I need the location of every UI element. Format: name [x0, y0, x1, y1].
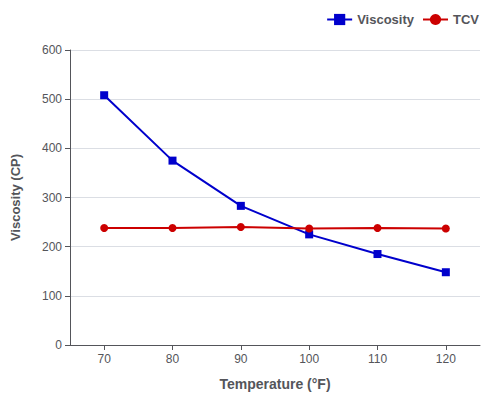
- svg-text:Viscosity (CP): Viscosity (CP): [8, 154, 23, 241]
- svg-text:TCV: TCV: [453, 12, 479, 27]
- svg-text:200: 200: [42, 240, 62, 254]
- svg-text:500: 500: [42, 92, 62, 106]
- svg-text:80: 80: [166, 352, 180, 366]
- svg-text:0: 0: [55, 338, 62, 352]
- svg-text:110: 110: [368, 352, 387, 366]
- svg-text:120: 120: [436, 352, 456, 366]
- svg-text:90: 90: [234, 352, 248, 366]
- svg-text:70: 70: [97, 352, 111, 366]
- svg-text:Temperature (°F): Temperature (°F): [219, 376, 330, 392]
- svg-text:300: 300: [42, 191, 62, 205]
- svg-text:Viscosity: Viscosity: [357, 12, 415, 27]
- svg-text:100: 100: [42, 289, 62, 303]
- svg-text:400: 400: [42, 141, 62, 155]
- svg-text:600: 600: [42, 43, 62, 57]
- svg-text:100: 100: [299, 352, 319, 366]
